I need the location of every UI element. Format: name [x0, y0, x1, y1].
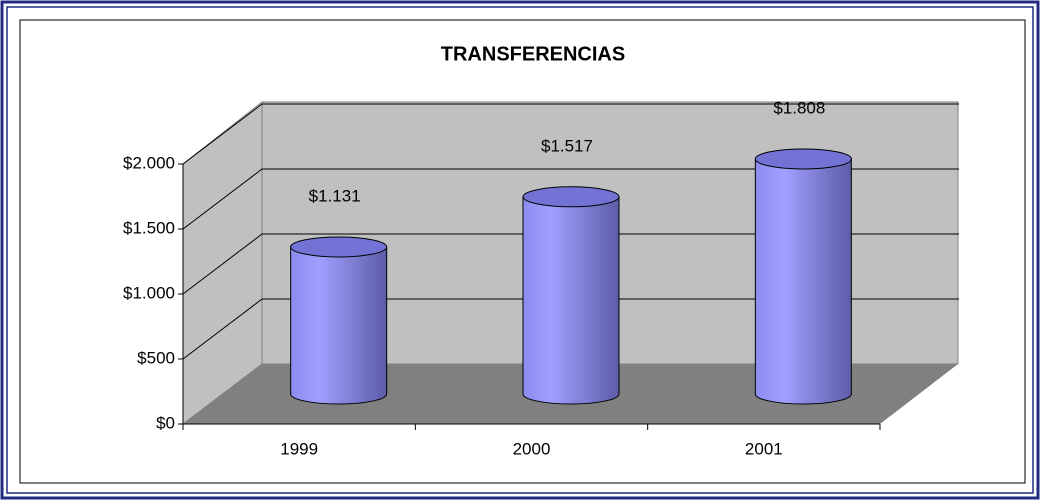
x-tick-label: 1999 [280, 439, 318, 458]
bar-top [754, 148, 852, 170]
grid-line-side [182, 298, 263, 360]
x-tick-label: 2000 [513, 439, 551, 458]
bar-top [522, 186, 620, 208]
bar [754, 158, 852, 405]
value-label: $1.808 [773, 98, 825, 117]
y-tick-label: $1.500 [123, 218, 175, 237]
bar [522, 196, 620, 405]
grid-line-side [182, 233, 263, 295]
y-tick-label: $500 [137, 348, 175, 367]
chart-title: TRANSFERENCIAS [441, 43, 625, 65]
value-label: $1.131 [309, 186, 361, 205]
y-tick-label: $0 [156, 413, 175, 432]
value-label: $1.517 [541, 136, 593, 155]
y-tick-label: $2.000 [123, 153, 175, 172]
outer-frame-inner [6, 6, 1034, 494]
grid-line-side [182, 168, 263, 230]
y-tick-label: $1.000 [123, 283, 175, 302]
x-tick-label: 2001 [745, 439, 783, 458]
bar-top [290, 236, 388, 258]
bar [290, 246, 388, 405]
grid-line-side [182, 103, 263, 165]
